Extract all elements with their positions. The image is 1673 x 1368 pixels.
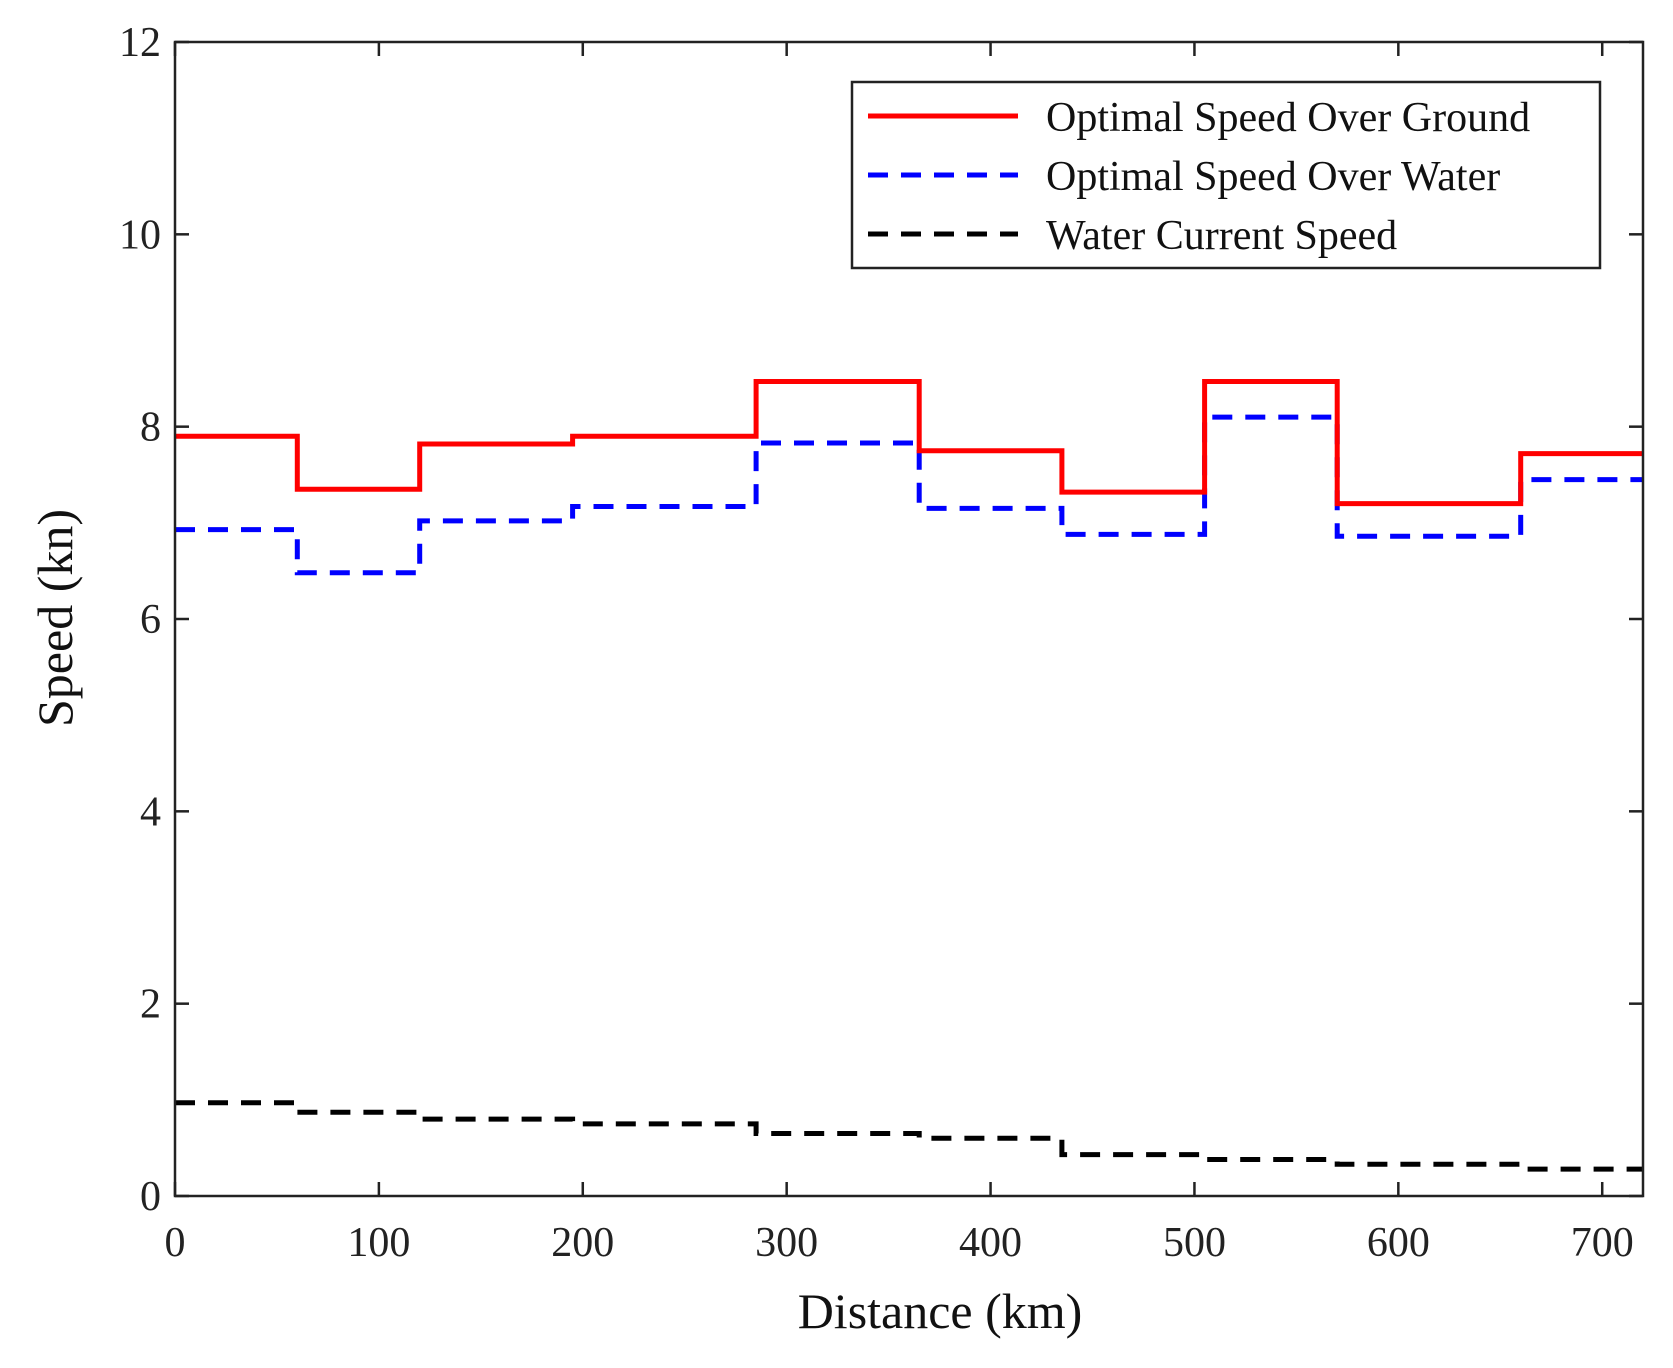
y-tick-label-6: 12 (119, 20, 161, 66)
x-tick-label-4: 400 (959, 1220, 1022, 1266)
x-tick-label-6: 600 (1367, 1220, 1430, 1266)
y-axis-label: Speed (kn) (27, 509, 83, 727)
y-tick-label-4: 8 (140, 405, 161, 451)
legend-label-speed-over-water: Optimal Speed Over Water (1046, 154, 1500, 200)
y-tick-label-1: 2 (140, 982, 161, 1028)
y-tick-label-2: 4 (140, 789, 161, 835)
x-tick-label-3: 300 (755, 1220, 818, 1266)
x-tick-label-1: 100 (347, 1220, 410, 1266)
y-tick-label-5: 10 (119, 212, 161, 258)
legend-label-water-current-speed: Water Current Speed (1046, 213, 1397, 259)
legend-label-speed-over-ground: Optimal Speed Over Ground (1046, 95, 1530, 141)
tick-layer: 0 100 200 300 400 500 600 700 0 2 4 6 8 10 12 (119, 20, 1643, 1266)
x-tick-label-2: 200 (551, 1220, 614, 1266)
series-layer (175, 379, 1643, 1172)
series-line-optimal-speed-over-ground (175, 379, 1643, 507)
series-line-water-current-speed (175, 1100, 1643, 1172)
x-tick-label-7: 700 (1571, 1220, 1634, 1266)
y-tick-label-0: 0 (140, 1174, 161, 1220)
legend: Optimal Speed Over Ground Optimal Speed … (850, 80, 1602, 270)
x-tick-label-5: 500 (1163, 1220, 1226, 1266)
x-axis-label: Distance (km) (798, 1283, 1083, 1339)
x-tick-label-0: 0 (165, 1220, 186, 1266)
y-tick-label-3: 6 (140, 597, 161, 643)
